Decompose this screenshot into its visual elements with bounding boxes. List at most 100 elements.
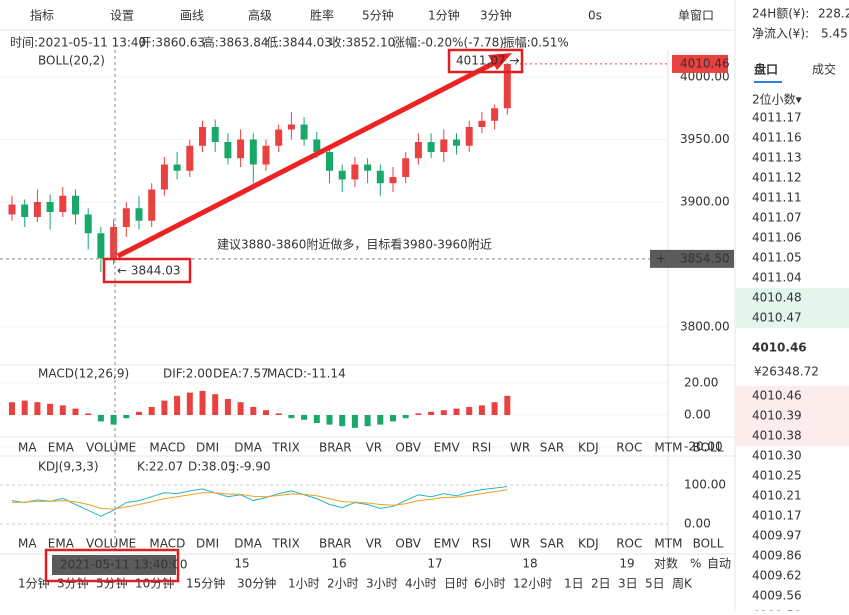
period-tab[interactable]: 3日	[618, 577, 638, 591]
period-tab[interactable]: 5分钟	[96, 576, 128, 591]
candle-body	[262, 145, 270, 165]
indicator-tab[interactable]: VR	[366, 537, 383, 551]
indicator-tab[interactable]: DMI	[196, 441, 219, 455]
toolbar-item[interactable]: 设置	[110, 9, 134, 23]
indicator-tab[interactable]: MTM	[654, 537, 682, 551]
period-tab[interactable]: 15分钟	[186, 576, 225, 591]
bid-highlight	[736, 406, 849, 426]
axis-option[interactable]: %	[690, 557, 701, 571]
indicator-tab[interactable]: BRAR	[319, 441, 352, 455]
axis-option[interactable]: 对数	[654, 556, 678, 571]
toolbar-item[interactable]: 单窗口	[678, 9, 714, 23]
indicator-tab[interactable]: EMA	[48, 441, 75, 455]
candle-body	[351, 164, 359, 180]
axis-option[interactable]: 自动	[707, 557, 731, 571]
indicator-tab[interactable]: WR	[510, 441, 530, 455]
indicator-tab[interactable]: DMA	[234, 441, 263, 455]
indicator-tab[interactable]: EMA	[48, 537, 75, 551]
indicator-tab[interactable]: KDJ	[578, 537, 599, 551]
candle-body	[72, 195, 79, 215]
candle-body	[21, 204, 29, 217]
indicator-tab[interactable]: SAR	[540, 537, 564, 551]
period-tab[interactable]: 12小时	[513, 577, 552, 591]
period-tab[interactable]: 6小时	[474, 577, 506, 591]
toolbar-item[interactable]: 高级	[248, 8, 272, 23]
y-tick-label: 20.00	[684, 376, 718, 390]
candle-body	[84, 214, 92, 234]
toolbar-item[interactable]: 0s	[588, 9, 602, 23]
period-tab[interactable]: 1日	[564, 577, 584, 591]
low-box	[102, 257, 192, 284]
indicator-tab[interactable]: BRAR	[319, 537, 352, 551]
ask-highlight	[736, 288, 849, 308]
candle-body	[364, 164, 372, 171]
ask-price: 4011.07	[752, 211, 802, 225]
kdj-legend: J:-9.90	[231, 460, 271, 474]
indicator-tab[interactable]: BOLL	[693, 537, 724, 551]
indicator-tab[interactable]: EMV	[434, 441, 461, 455]
indicator-tab[interactable]: MACD	[149, 441, 185, 455]
macd-bar	[21, 400, 28, 415]
toolbar-item[interactable]: 指标	[30, 8, 54, 23]
toolbar-item[interactable]: 1分钟	[428, 8, 460, 23]
ask-price: 4011.13	[752, 151, 802, 165]
indicator-tab[interactable]: OBV	[395, 537, 421, 551]
high-box	[447, 48, 524, 74]
ask-price: 4010.48	[752, 291, 802, 305]
indicator-tab[interactable]: EMV	[434, 537, 461, 551]
period-tab[interactable]: 3分钟	[57, 576, 89, 591]
indicator-tab[interactable]: VOLUME	[86, 441, 136, 455]
period-tab[interactable]: 4小时	[405, 577, 437, 591]
side-tab[interactable]: 盘口	[754, 62, 778, 77]
toolbar-item[interactable]: 胜率	[310, 8, 334, 23]
candle-body	[478, 120, 486, 127]
indicator-tab[interactable]: MA	[18, 537, 37, 551]
indicator-tab[interactable]: ROC	[616, 441, 642, 455]
toolbar-item[interactable]: 3分钟	[480, 8, 512, 23]
indicator-tab[interactable]: ROC	[616, 537, 642, 551]
period-tab[interactable]: 2小时	[327, 577, 359, 591]
indicator-tab[interactable]: MTM	[654, 441, 682, 455]
indicator-tab[interactable]: DMA	[234, 537, 263, 551]
macd-bar	[339, 415, 346, 427]
indicator-tab[interactable]: TRIX	[271, 441, 299, 455]
indicator-tab[interactable]: KDJ	[578, 441, 599, 455]
period-tab[interactable]: 5日	[645, 577, 665, 591]
indicator-tab[interactable]: MA	[18, 441, 37, 455]
macd-bar	[186, 392, 193, 415]
period-tab[interactable]: 1分钟	[18, 576, 50, 591]
period-tab[interactable]: 周K	[672, 577, 693, 591]
indicator-tab[interactable]: VR	[366, 441, 383, 455]
ask-price: 4011.05	[752, 251, 802, 265]
indicator-tab[interactable]: OBV	[395, 441, 421, 455]
cross-price-label: 3854.50	[680, 251, 730, 265]
period-tab[interactable]: 30分钟	[237, 576, 276, 591]
indicator-tab[interactable]: BOLL	[693, 441, 724, 455]
macd-bar	[478, 405, 485, 415]
period-tab[interactable]: 2日	[591, 577, 611, 591]
indicator-tab[interactable]: SAR	[540, 441, 564, 455]
indicator-tab[interactable]: MACD	[149, 537, 185, 551]
macd-legend: DEA:7.57	[213, 367, 269, 381]
indicator-tab[interactable]: WR	[510, 537, 530, 551]
period-tab[interactable]: 10分钟	[135, 576, 174, 591]
annotation: 建议3880-3860附近做多，目标看3980-3960附近	[217, 237, 492, 252]
bid-price: 4010.46	[752, 389, 802, 403]
ask-price: 4011.16	[752, 131, 802, 145]
toolbar-item[interactable]: 5分钟	[362, 8, 394, 23]
period-tab[interactable]: 日时	[444, 577, 468, 591]
indicator-tab[interactable]: VOLUME	[86, 537, 136, 551]
macd-bar	[148, 407, 155, 415]
indicator-tab[interactable]: RSI	[472, 537, 492, 551]
decimal-select[interactable]: 2位小数▾	[752, 92, 802, 107]
period-tab[interactable]: 3小时	[366, 577, 398, 591]
side-tab[interactable]: 成交	[812, 62, 836, 77]
toolbar-item[interactable]: 画线	[180, 9, 204, 23]
indicator-tab[interactable]: TRIX	[271, 537, 299, 551]
period-tab[interactable]: 1小时	[288, 577, 320, 591]
indicator-tab[interactable]: RSI	[472, 441, 492, 455]
indicator-tab[interactable]: DMI	[196, 537, 219, 551]
kdj-title: KDJ(9,3,3)	[38, 460, 99, 474]
bid-price: 4010.21	[752, 489, 802, 503]
ask-price: 4011.11	[752, 191, 802, 205]
